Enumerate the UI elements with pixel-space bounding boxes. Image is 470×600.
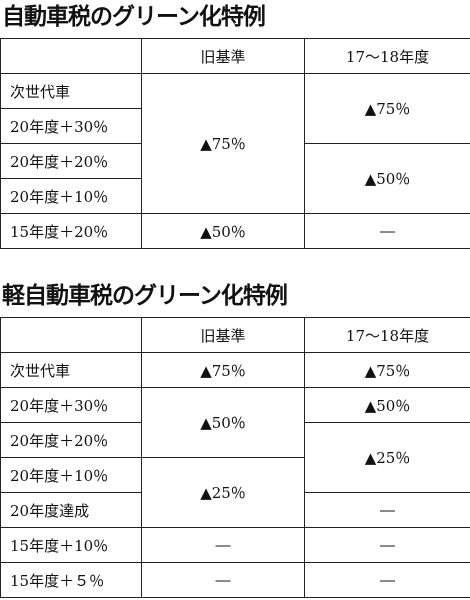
table-row: 次世代車 ▲75％ ▲75％	[0, 73, 470, 214]
col-header-fy17-18: 17〜18年度	[304, 38, 470, 74]
new-rate-cell: ―	[304, 213, 470, 249]
table-row: 次世代車 ▲75％ ▲75％	[0, 352, 470, 388]
new-rate-cell: ―	[304, 527, 470, 563]
row-label: 15年度＋10％	[0, 527, 142, 563]
table-row: 20年度＋20％ ▲25％	[0, 422, 470, 493]
old-rate-cell: ▲75％	[141, 73, 305, 214]
old-rate-cell: ―	[141, 562, 305, 598]
row-label: 20年度＋30％	[0, 108, 142, 144]
row-label-next-gen: 次世代車	[0, 73, 142, 109]
col-header-old-standard: 旧基準	[141, 38, 305, 74]
col-header-old-standard: 旧基準	[141, 317, 305, 353]
new-rate-cell: ▲75％	[304, 73, 470, 144]
corner-cell	[0, 38, 142, 74]
table-row: 20年度達成 ―	[0, 492, 470, 528]
row-label: 15年度＋20％	[0, 213, 142, 249]
row-label: 20年度＋20％	[0, 143, 142, 179]
row-label: 15年度＋５％	[0, 562, 142, 598]
row-label: 20年度＋10％	[0, 178, 142, 214]
table1-title: 自動車税のグリーン化特例	[2, 4, 266, 30]
new-rate-cell: ▲75％	[304, 352, 470, 388]
old-rate-cell: ▲25％	[141, 457, 305, 528]
col-header-fy17-18: 17〜18年度	[304, 317, 470, 353]
old-rate-cell: ▲50％	[141, 387, 305, 458]
table-row: 15年度＋５％ ― ―	[0, 562, 470, 598]
row-label: 20年度＋20％	[0, 422, 142, 458]
new-rate-cell: ―	[304, 492, 470, 528]
table-row: 20年度＋10％	[0, 178, 470, 214]
table-row: 15年度＋20％ ▲50％ ―	[0, 213, 470, 249]
row-label: 20年度＋10％	[0, 457, 142, 493]
new-rate-cell: ―	[304, 562, 470, 598]
green-tax-table-car: 旧基準 17〜18年度 次世代車 ▲75％ ▲75％ 20年度＋30％ 20年度…	[0, 38, 470, 249]
new-rate-cell: ▲50％	[304, 143, 470, 214]
corner-cell	[0, 317, 142, 353]
new-rate-cell: ▲50％	[304, 387, 470, 423]
old-rate-cell: ▲50％	[141, 213, 305, 249]
table-row: 20年度＋10％ ▲25％	[0, 457, 470, 528]
table2-title: 軽自動車税のグリーン化特例	[2, 283, 288, 309]
row-label: 20年度＋30％	[0, 387, 142, 423]
row-label-next-gen: 次世代車	[0, 352, 142, 388]
green-tax-table-kei-car: 旧基準 17〜18年度 次世代車 ▲75％ ▲75％ 20年度＋30％ ▲50％…	[0, 317, 470, 598]
table-row: 20年度＋30％ ▲50％ ▲50％	[0, 387, 470, 458]
row-label: 20年度達成	[0, 492, 142, 528]
table-row: 15年度＋10％ ― ―	[0, 527, 470, 563]
table-row: 20年度＋30％	[0, 108, 470, 144]
new-rate-cell: ▲25％	[304, 422, 470, 493]
old-rate-cell: ―	[141, 527, 305, 563]
table-header-row: 旧基準 17〜18年度	[0, 317, 470, 353]
table-header-row: 旧基準 17〜18年度	[0, 38, 470, 74]
old-rate-cell: ▲75％	[141, 352, 305, 388]
